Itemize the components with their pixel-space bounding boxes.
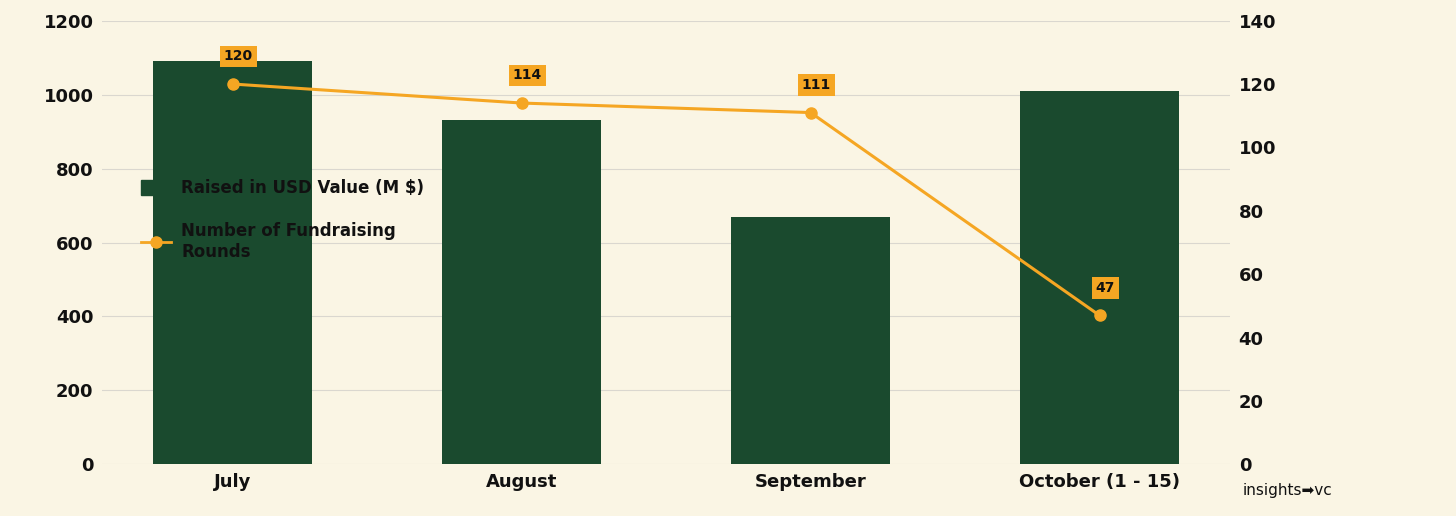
Text: 47: 47 — [1096, 281, 1115, 295]
Bar — [1021, 91, 1179, 464]
Bar — [153, 61, 312, 464]
Text: insights➡vc: insights➡vc — [1242, 483, 1332, 498]
Legend: Raised in USD Value (M $), Number of Fundraising
Rounds: Raised in USD Value (M $), Number of Fun… — [132, 171, 432, 269]
Text: 120: 120 — [224, 50, 253, 63]
Bar — [443, 121, 601, 464]
Text: 114: 114 — [513, 69, 542, 83]
Text: 111: 111 — [802, 78, 831, 92]
Bar — [731, 217, 890, 464]
